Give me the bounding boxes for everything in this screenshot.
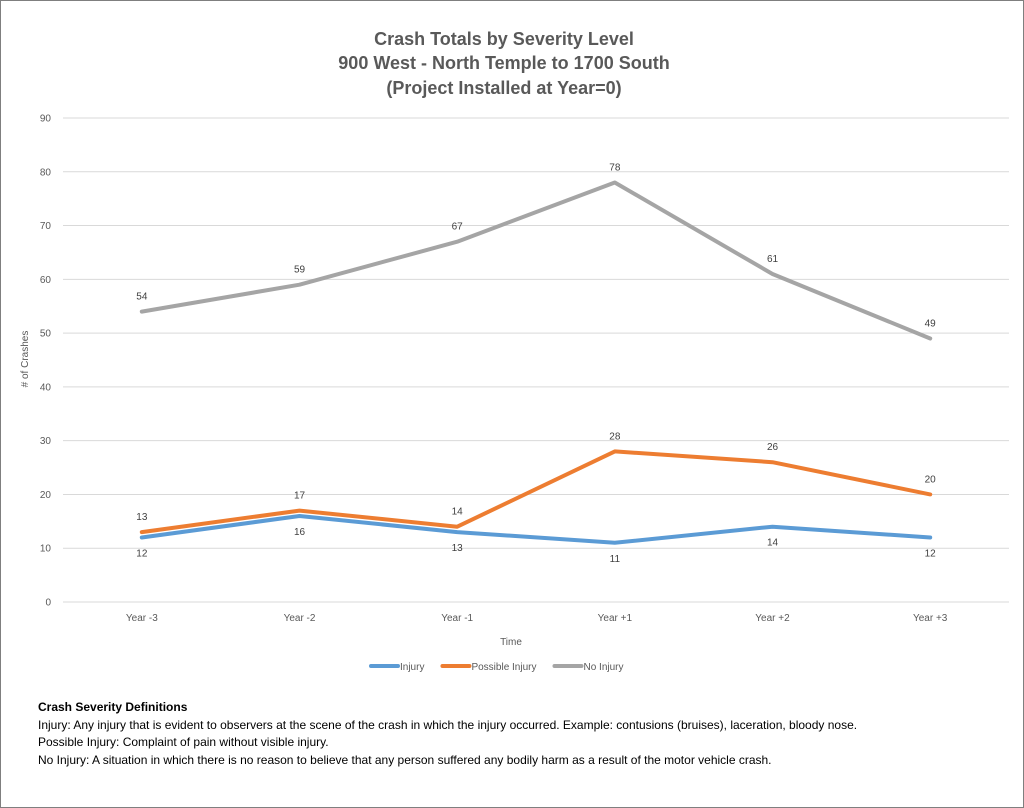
data-label-injury: 11 [610,554,621,565]
series-line-possible-injury [139,449,933,535]
data-label-injury: 16 [294,527,306,538]
y-tick-label-20: 20 [40,490,52,501]
data-label-no-injury: 67 [452,222,464,233]
series-line-no-injury [139,180,933,341]
gridlines [63,117,1009,603]
x-tick-label: Year -3 [126,613,158,624]
data-label-injury: 12 [925,548,937,559]
data-label-no-injury: 54 [136,292,148,303]
x-tick-label: Year -2 [284,613,316,624]
y-tick-label-90: 90 [40,114,52,125]
data-label-possible-injury: 14 [452,507,464,518]
definition-injury: Injury: Any injury that is evident to ob… [38,717,858,732]
line-chart: Crash Totals by Severity Level 900 West … [20,29,1009,673]
data-label-no-injury: 49 [925,318,937,329]
series-line-injury [139,514,933,545]
legend: Injury Possible Injury No Injury [369,662,624,673]
y-tick-label-0: 0 [45,598,51,609]
definition-no-injury: No Injury: A situation in which there is… [38,752,772,767]
data-label-possible-injury: 13 [136,512,148,523]
data-labels: 12 16 13 11 14 12 13 17 14 28 26 20 54 59 67 78 61 49 [136,163,936,565]
y-tick-label-30: 30 [40,436,52,447]
y-tick-label-70: 70 [40,221,52,232]
data-label-possible-injury: 20 [925,474,937,485]
y-tick-label-10: 10 [40,544,52,555]
x-tick-label: Year +1 [598,613,633,624]
x-axis-ticks: Year -3 Year -2 Year -1 Year +1 Year +2 Year … [126,613,948,624]
data-label-possible-injury: 28 [609,431,621,442]
data-label-possible-injury: 17 [294,491,306,502]
series-lines [139,180,933,545]
x-axis-title: Time [500,637,522,648]
y-tick-label-60: 60 [40,275,52,286]
data-label-possible-injury: 26 [767,442,779,453]
y-tick-label-40: 40 [40,382,52,393]
data-label-no-injury: 61 [767,254,779,265]
y-axis-ticks: 0 10 20 30 40 50 60 70 80 90 [40,114,52,609]
x-tick-label: Year -1 [441,613,473,624]
chart-title-line-3: (Project Installed at Year=0) [386,78,621,98]
data-label-injury: 14 [767,538,779,549]
y-tick-label-50: 50 [40,329,52,340]
data-label-no-injury: 59 [294,265,306,276]
legend-label-no-injury: No Injury [583,662,623,673]
severity-definitions: Crash Severity Definitions Injury: Any i… [38,699,998,769]
x-tick-label: Year +2 [755,613,790,624]
definition-possible-injury: Possible Injury: Complaint of pain witho… [38,735,329,749]
legend-label-injury: Injury [400,662,424,673]
chart-title-line-2: 900 West - North Temple to 1700 South [338,53,669,73]
data-label-injury: 12 [136,548,148,559]
x-tick-label: Year +3 [913,613,948,624]
y-axis-title: # of Crashes [20,331,31,388]
data-label-injury: 13 [452,543,464,554]
data-label-no-injury: 78 [609,163,621,174]
legend-label-possible-injury: Possible Injury [471,662,536,673]
definitions-heading: Crash Severity Definitions [38,700,188,714]
chart-title-line-1: Crash Totals by Severity Level [374,29,634,49]
y-tick-label-80: 80 [40,167,52,178]
